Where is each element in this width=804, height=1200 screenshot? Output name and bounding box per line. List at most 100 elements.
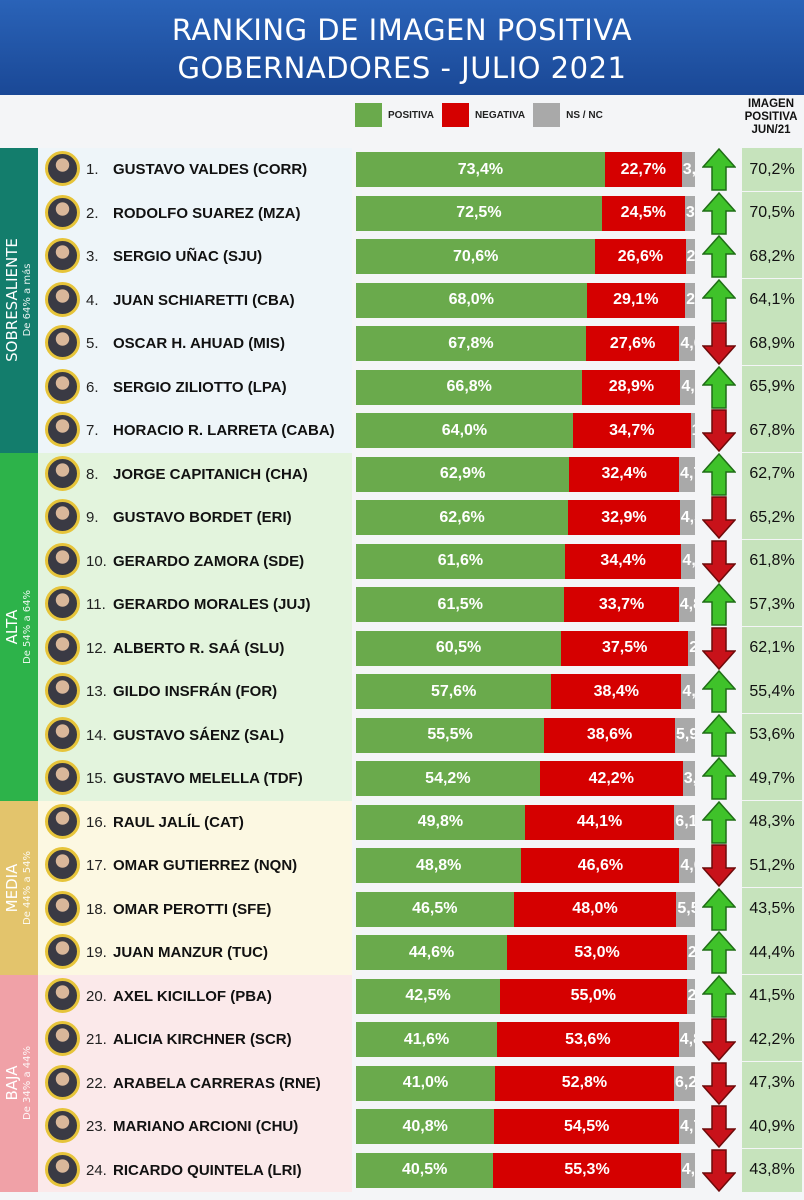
governor-name: RAUL JALÍL (CAT) (113, 813, 244, 831)
stacked-bar: 73,4% 22,7% 3,9% (356, 152, 695, 187)
governor-row: 23. MARIANO ARCIONI (CHU) 40,8% 54,5% 4,… (0, 1105, 804, 1149)
bar-segment-positiva: 54,2% (356, 761, 540, 796)
bar-segment-nsnc: 4,8% (678, 1022, 695, 1057)
governor-photo (45, 934, 80, 969)
governor-photo (45, 194, 80, 230)
bar-segment-positiva: 41,0% (356, 1065, 495, 1101)
governor-row: 20. AXEL KICILLOF (PBA) 42,5% 55,0% 2,5%… (0, 974, 804, 1018)
bar-segment-positiva: 62,6% (356, 500, 569, 535)
jun-value: 43,5% (742, 887, 802, 931)
arrow-up-icon (701, 930, 737, 974)
bar-segment-negativa: 24,5% (601, 195, 685, 231)
governor-row: 9. GUSTAVO BORDET (ERI) 62,6% 32,9% 4,5%… (0, 496, 804, 540)
legend: POSITIVA NEGATIVA NS / NC (355, 103, 611, 127)
bar-segment-nsnc: 5,9% (674, 717, 695, 753)
governor-row: 14. GUSTAVO SÁENZ (SAL) 55,5% 38,6% 5,9%… (0, 713, 804, 757)
jun-value: 64,1% (742, 278, 802, 322)
governor-row: 3. SERGIO UÑAC (SJU) 70,6% 26,6% 2,8% 68… (0, 234, 804, 278)
bar-segment-negativa: 38,4% (551, 674, 682, 709)
bar-segment-positiva: 44,6% (356, 935, 508, 970)
governor-row: 7. HORACIO R. LARRETA (CABA) 64,0% 34,7%… (0, 409, 804, 453)
arrow-up-icon (701, 365, 737, 409)
governor-photo (45, 803, 80, 839)
rank-number: 10. (86, 552, 107, 570)
stacked-bar: 40,8% 54,5% 4,7% (356, 1109, 695, 1144)
stacked-bar: 44,6% 53,0% 2,4% (356, 935, 695, 970)
governor-row: 6. SERGIO ZILIOTTO (LPA) 66,8% 28,9% 4,3… (0, 365, 804, 409)
arrow-up-icon (701, 756, 737, 800)
arrow-up-icon (701, 191, 737, 235)
bar-segment-negativa: 32,9% (568, 500, 680, 535)
governor-photo (45, 281, 80, 317)
governor-photo (45, 1021, 80, 1056)
legend-negativa: NEGATIVA (441, 103, 525, 127)
bar-segment-nsnc: 4,6% (679, 326, 695, 361)
stacked-bar: 66,8% 28,9% 4,3% (356, 369, 695, 405)
bar-segment-positiva: 46,5% (356, 891, 514, 927)
stacked-bar: 41,6% 53,6% 4,8% (356, 1022, 695, 1057)
arrow-down-icon (701, 496, 737, 540)
bar-segment-nsnc: 6,2% (673, 1065, 695, 1101)
bar-segment-nsnc: 6,1% (674, 804, 695, 840)
bar-segment-nsnc: 3,0% (684, 195, 695, 231)
governor-name: GERARDO ZAMORA (SDE) (113, 552, 305, 570)
governor-name: JUAN MANZUR (TUC) (113, 944, 268, 961)
bar-segment-positiva: 66,8% (356, 369, 583, 405)
rank-number: 17. (86, 857, 107, 874)
governor-name: GERARDO MORALES (JUJ) (113, 596, 311, 613)
bar-segment-negativa: 29,1% (586, 282, 686, 318)
governor-name: GUSTAVO MELELLA (TDF) (113, 770, 303, 787)
arrow-up-icon (701, 669, 737, 713)
arrow-down-icon (701, 1018, 737, 1062)
arrow-up-icon (701, 800, 737, 844)
legend-nsnc: NS / NC (533, 103, 603, 127)
governor-row: 8. JORGE CAPITANICH (CHA) 62,9% 32,4% 4,… (0, 452, 804, 496)
jun-value: 42,2% (742, 1018, 802, 1061)
governor-name: OMAR GUTIERREZ (NQN) (113, 857, 298, 874)
governor-row: 17. OMAR GUTIERREZ (NQN) 48,8% 46,6% 4,6… (0, 844, 804, 888)
stacked-bar: 42,5% 55,0% 2,5% (356, 978, 695, 1014)
rank-number: 15. (86, 770, 107, 787)
bar-segment-nsnc: 1,3% (690, 413, 695, 448)
arrow-down-icon (701, 539, 737, 583)
governor-row: 21. ALICIA KIRCHNER (SCR) 41,6% 53,6% 4,… (0, 1018, 804, 1062)
bar-segment-nsnc: 4,3% (680, 369, 695, 405)
jun-header-line-3: JUN/21 (751, 124, 791, 136)
governor-photo (45, 368, 80, 404)
jun-value: 53,6% (742, 713, 802, 757)
jun-value: 70,2% (742, 148, 802, 191)
governor-row: 24. RICARDO QUINTELA (LRI) 40,5% 55,3% 4… (0, 1148, 804, 1192)
governor-name: GUSTAVO VALDES (CORR) (113, 161, 308, 178)
arrow-up-icon (701, 887, 737, 931)
governor-row: 16. RAUL JALÍL (CAT) 49,8% 44,1% 6,1% 48… (0, 800, 804, 844)
rank-number: 3. (86, 248, 99, 265)
category-band-alta: ALTA De 54% a 64% (0, 452, 38, 801)
category-band-media: MEDIA De 44% a 54% (0, 800, 38, 975)
governor-photo (45, 586, 80, 621)
jun-value: 67,8% (742, 409, 802, 452)
stacked-bar: 64,0% 34,7% 1,3% (356, 413, 695, 448)
title-banner: RANKING DE IMAGEN POSITIVA GOBERNADORES … (0, 0, 804, 95)
stacked-bar: 62,9% 32,4% 4,7% (356, 456, 695, 492)
bar-segment-negativa: 46,6% (521, 848, 680, 883)
governor-name: JORGE CAPITANICH (CHA) (113, 465, 308, 483)
bar-segment-nsnc: 2,5% (686, 978, 695, 1014)
governor-row: 4. JUAN SCHIARETTI (CBA) 68,0% 29,1% 2,9… (0, 278, 804, 322)
jun-value: 44,4% (742, 931, 802, 974)
bar-segment-negativa: 38,6% (544, 717, 675, 753)
bar-segment-positiva: 62,9% (356, 456, 570, 492)
jun-value: 62,7% (742, 452, 802, 496)
legend-label-nsnc: NS / NC (566, 109, 603, 121)
governor-name: SERGIO ZILIOTTO (LPA) (113, 378, 287, 396)
jun-value: 40,9% (742, 1105, 802, 1148)
bar-segment-negativa: 28,9% (582, 369, 681, 405)
bar-segment-nsnc: 4,0% (681, 543, 695, 579)
governor-photo (45, 1108, 80, 1143)
jun-value: 51,2% (742, 844, 802, 887)
rank-number: 2. (86, 204, 99, 222)
bar-segment-positiva: 40,8% (356, 1109, 495, 1144)
governor-photo (45, 542, 80, 578)
title-line-2: GOBERNADORES - JULIO 2021 (177, 51, 627, 85)
rank-number: 20. (86, 987, 107, 1005)
stacked-bar: 48,8% 46,6% 4,6% (356, 848, 695, 883)
